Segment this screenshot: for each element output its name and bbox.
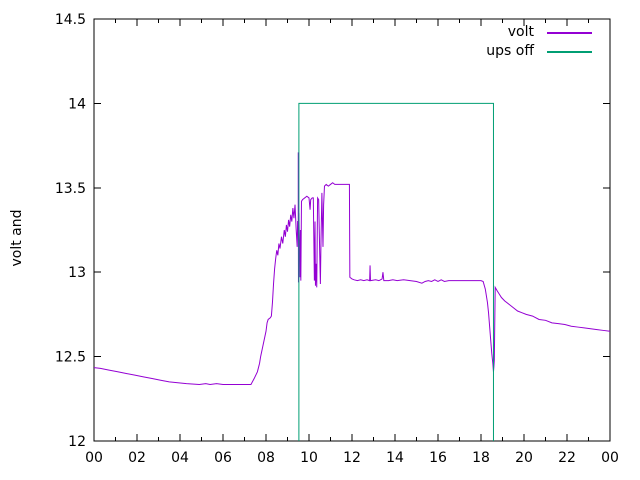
legend-line-sample-volt xyxy=(547,31,592,34)
y-tick-label: 13.5 xyxy=(55,181,86,197)
y-tick-label: 12 xyxy=(68,434,86,450)
x-tick-label: 18 xyxy=(472,450,490,466)
y-axis-title: volt and xyxy=(9,209,25,267)
x-tick-label: 00 xyxy=(85,450,103,466)
x-tick-label: 16 xyxy=(429,450,447,466)
y-tick-label: 13 xyxy=(68,265,86,281)
legend: volt ups off xyxy=(424,25,592,59)
x-tick-label: 02 xyxy=(128,450,146,466)
y-tick-label: 14 xyxy=(68,96,86,112)
x-tick-label: 10 xyxy=(300,450,318,466)
y-tick-label: 14.5 xyxy=(55,12,86,28)
x-tick-label: 06 xyxy=(214,450,232,466)
legend-item-volt: volt xyxy=(424,25,592,40)
x-tick-label: 04 xyxy=(171,450,189,466)
legend-line-sample-ups-off xyxy=(547,50,592,53)
legend-label-ups-off: ups off xyxy=(486,43,534,59)
x-tick-label: 22 xyxy=(558,450,576,466)
series-line-ups-off xyxy=(298,102,494,441)
x-tick-label: 12 xyxy=(343,450,361,466)
x-tick-label: 00 xyxy=(601,450,619,466)
x-tick-label: 08 xyxy=(257,450,275,466)
plot-border xyxy=(93,18,611,442)
legend-item-ups-off: ups off xyxy=(424,44,592,59)
legend-label-volt: volt xyxy=(507,24,534,40)
x-tick-label: 20 xyxy=(515,450,533,466)
y-tick-label: 12.5 xyxy=(55,350,86,366)
series-line-volt xyxy=(93,152,611,385)
x-tick-label: 14 xyxy=(386,450,404,466)
